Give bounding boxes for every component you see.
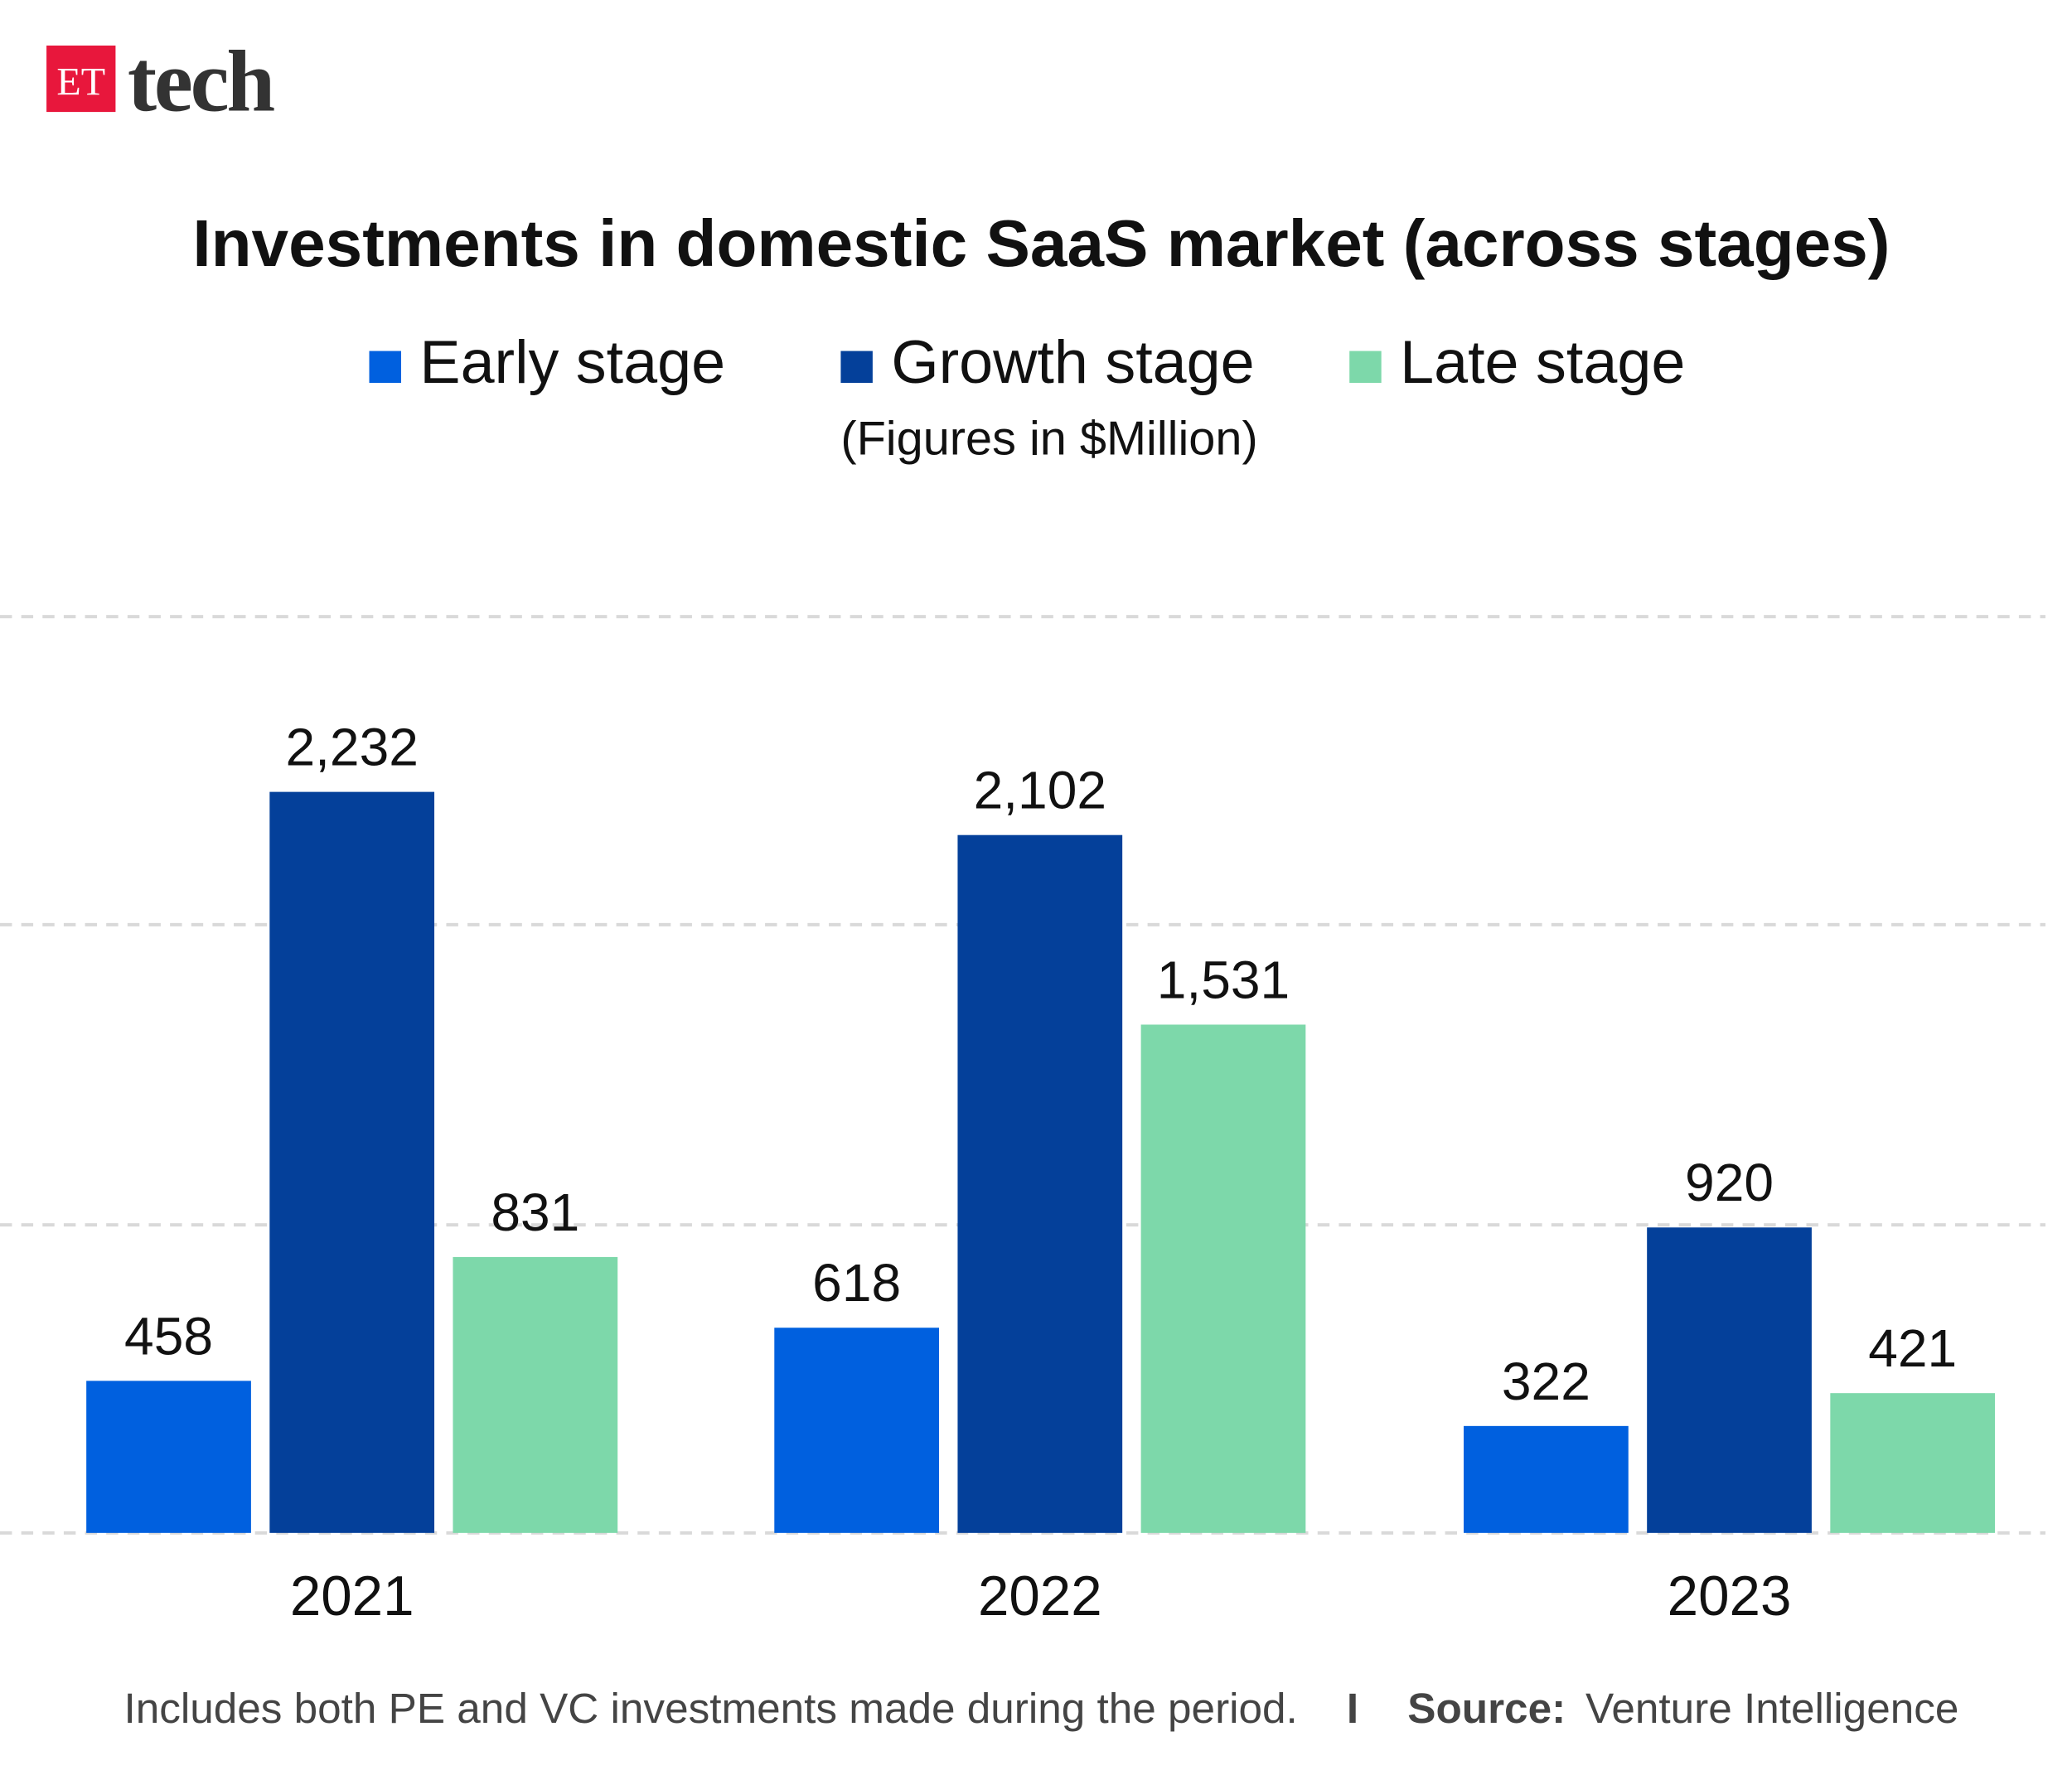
x-tick-label: 2022 xyxy=(978,1565,1102,1627)
bars xyxy=(86,791,1996,1533)
legend-swatch-growth xyxy=(840,351,873,384)
chart-subtitle: (Figures in $Million) xyxy=(840,413,1257,466)
logo-word: tech xyxy=(128,32,274,129)
footer: Includes both PE and VC investments made… xyxy=(123,1685,1958,1732)
data-label: 831 xyxy=(491,1183,579,1242)
data-label: 421 xyxy=(1868,1318,1957,1378)
bar-early-stage-2022 xyxy=(774,1328,940,1533)
logo-badge-text: ET xyxy=(56,60,105,104)
x-tick-label: 2021 xyxy=(290,1565,414,1627)
bar-growth-stage-2021 xyxy=(269,791,435,1533)
data-label: 920 xyxy=(1685,1153,1774,1212)
bar-growth-stage-2022 xyxy=(957,834,1123,1533)
bar-early-stage-2021 xyxy=(86,1381,251,1533)
legend-label-late: Late stage xyxy=(1400,327,1685,396)
logo-badge xyxy=(46,45,116,113)
data-labels: 458 2,232 831 618 2,102 1,531 322 920 421 xyxy=(124,718,1957,1411)
legend-swatch-late xyxy=(1349,351,1382,384)
bar-late-stage-2021 xyxy=(453,1256,618,1533)
footer-source-label: Source: xyxy=(1407,1685,1566,1732)
data-label: 618 xyxy=(812,1253,901,1313)
x-tick-label: 2023 xyxy=(1668,1565,1792,1627)
bar-growth-stage-2023 xyxy=(1647,1227,1812,1533)
chart-title: Investments in domestic SaaS market (acr… xyxy=(192,206,1890,280)
legend-label-early: Early stage xyxy=(419,327,725,396)
data-label: 1,531 xyxy=(1157,950,1290,1009)
legend-label-growth: Growth stage xyxy=(891,327,1254,396)
bar-late-stage-2023 xyxy=(1830,1393,1996,1533)
footer-source: Venture Intelligence xyxy=(1585,1685,1958,1732)
data-label: 322 xyxy=(1502,1352,1590,1411)
bar-late-stage-2022 xyxy=(1140,1024,1306,1533)
data-label: 2,232 xyxy=(285,718,418,777)
x-axis-ticks: 2021 2022 2023 xyxy=(290,1565,1792,1627)
bar-early-stage-2023 xyxy=(1464,1425,1629,1533)
data-label: 458 xyxy=(124,1306,213,1366)
footer-note: Includes both PE and VC investments made… xyxy=(123,1685,1297,1732)
et-tech-logo: ET tech xyxy=(46,32,278,130)
footer-separator: I xyxy=(1347,1685,1358,1732)
legend-swatch-early xyxy=(369,351,401,384)
legend: Early stage Growth stage Late stage xyxy=(369,327,1685,396)
data-label: 2,102 xyxy=(974,761,1106,820)
